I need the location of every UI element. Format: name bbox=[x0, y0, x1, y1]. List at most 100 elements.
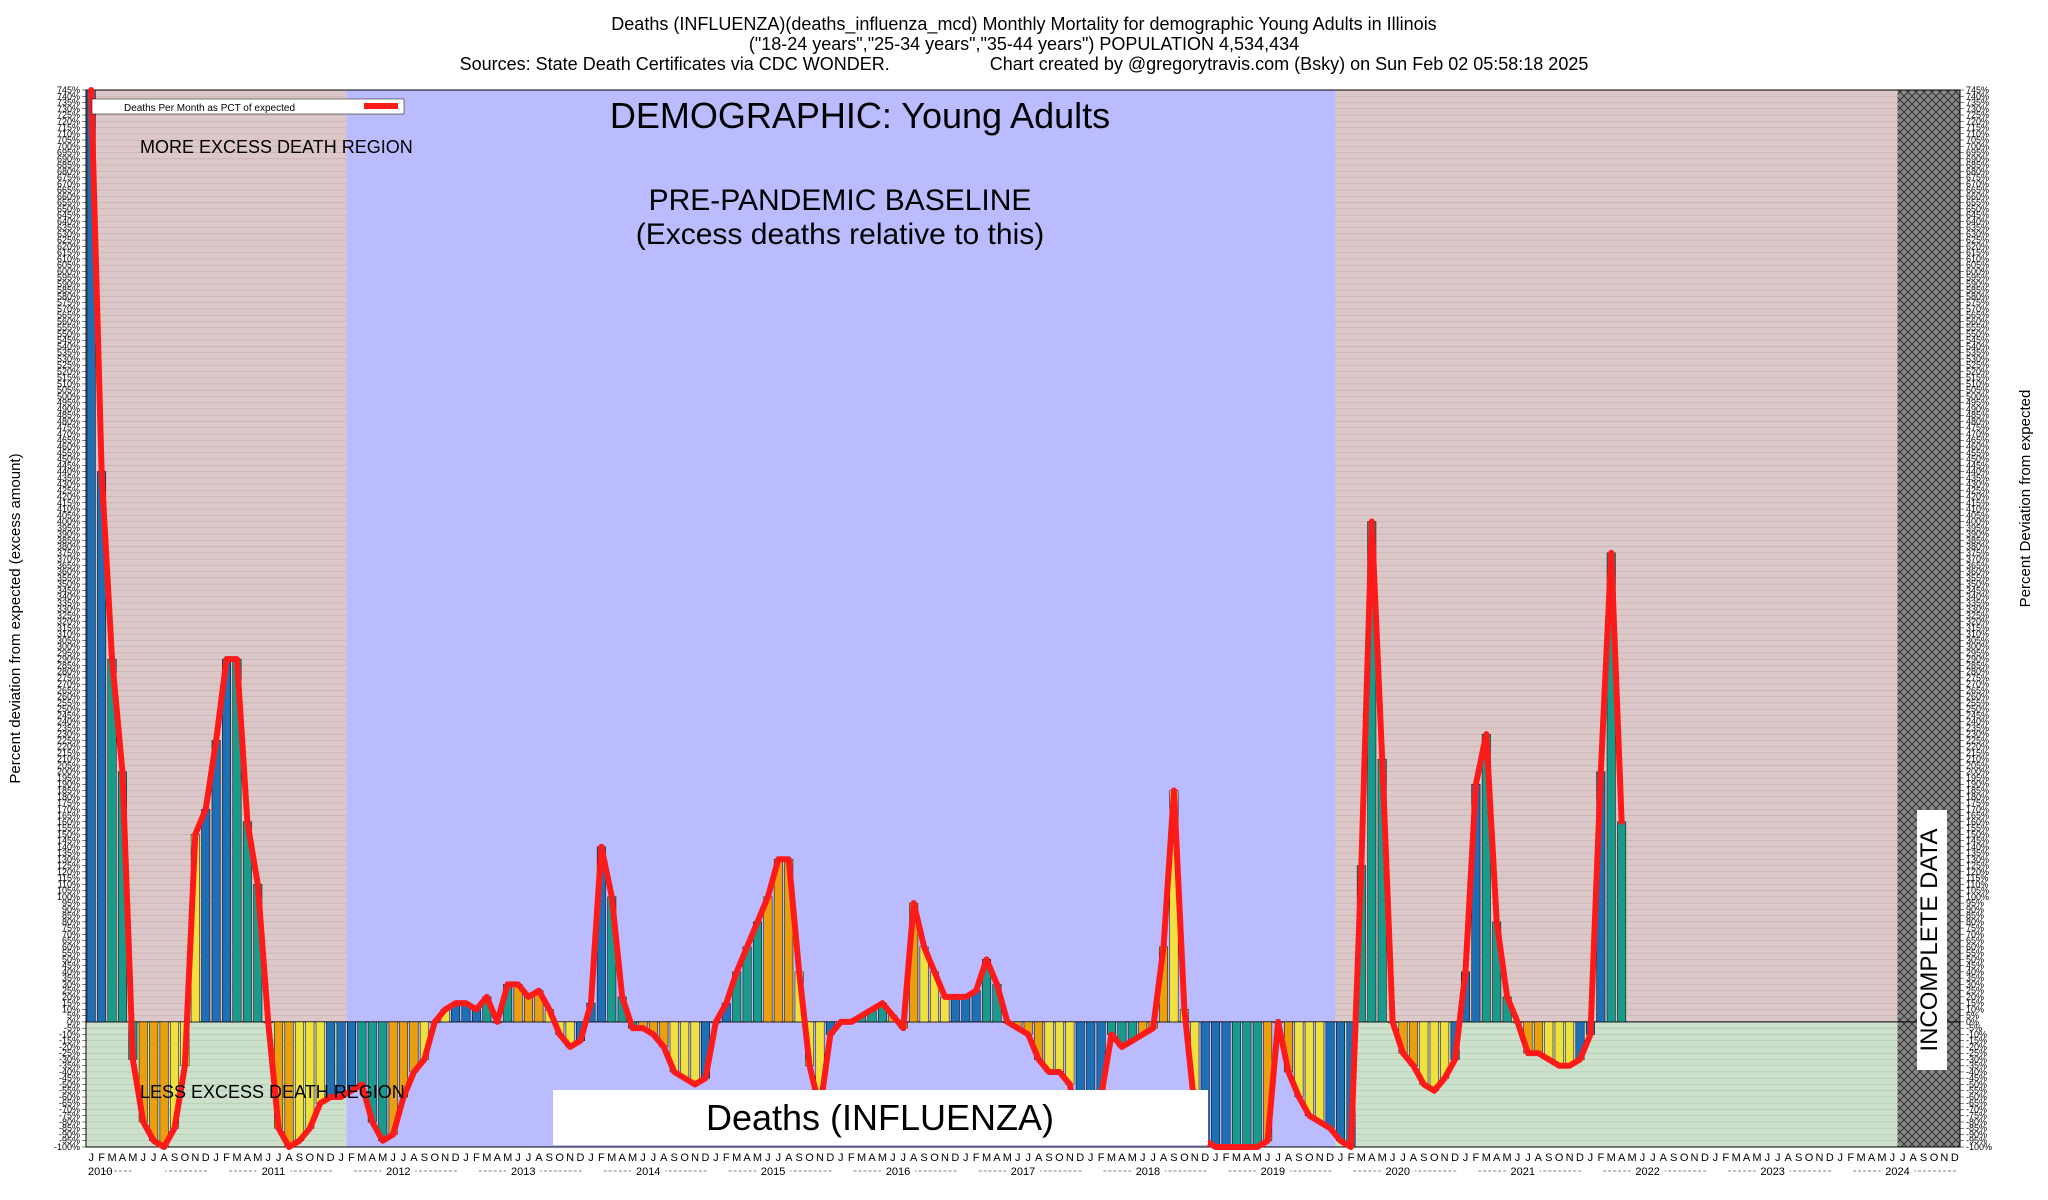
y-tick-label-right: 520% bbox=[1966, 366, 1989, 376]
y-tick-label-left: -30% bbox=[59, 1054, 80, 1064]
y-tick-label-left: 205% bbox=[57, 760, 80, 770]
y-tick-label-right: -95% bbox=[1966, 1136, 1987, 1146]
x-tick-label: N bbox=[1691, 1152, 1699, 1164]
y-tick-label-left: 315% bbox=[57, 623, 80, 633]
x-tick-label: J bbox=[1890, 1152, 1896, 1164]
legend-label: Deaths Per Month as PCT of expected bbox=[124, 103, 295, 114]
bar bbox=[347, 1021, 356, 1091]
year-label: 2021 bbox=[1510, 1166, 1534, 1178]
y-tick-label-left: 365% bbox=[57, 560, 80, 570]
x-tick-label: O bbox=[555, 1152, 564, 1164]
y-tick-label-right: 705% bbox=[1966, 135, 1989, 145]
x-tick-label: S bbox=[546, 1152, 553, 1164]
y-tick-label-left: 270% bbox=[57, 679, 80, 689]
y-tick-label-left: 160% bbox=[57, 817, 80, 827]
y-tick-label-right: -60% bbox=[1966, 1092, 1987, 1102]
y-tick-label-right: 595% bbox=[1966, 273, 1989, 283]
x-tick-label: M bbox=[1378, 1152, 1387, 1164]
x-tick-label: J bbox=[141, 1152, 147, 1164]
year-label: 2017 bbox=[1011, 1166, 1035, 1178]
y-tick-label-right: 740% bbox=[1966, 91, 1989, 101]
y-tick-label-left: 720% bbox=[57, 116, 80, 126]
y-tick-label-right: 515% bbox=[1966, 373, 1989, 383]
bar bbox=[961, 996, 971, 1023]
y-tick-label-left: 675% bbox=[57, 173, 80, 183]
y-tick-label-right: 700% bbox=[1966, 141, 1989, 151]
x-tick-label: N bbox=[816, 1152, 824, 1164]
y-tick-label-right: 150% bbox=[1966, 829, 1989, 839]
x-tick-label: N bbox=[441, 1152, 449, 1164]
y-tick-label-left: 90% bbox=[62, 904, 80, 914]
y-tick-label-left: 390% bbox=[57, 529, 80, 539]
y-ticks-group: -100% -100%-95% -95%-90% -90%-85% -85%-80% -8… bbox=[54, 85, 1992, 1152]
y-tick-label-right: 125% bbox=[1966, 861, 1989, 871]
x-tick-label: M bbox=[1232, 1152, 1241, 1164]
y-tick-label-right: 175% bbox=[1966, 798, 1989, 808]
year-label-bg bbox=[1505, 1164, 1540, 1177]
y-tick-label-right: 110% bbox=[1966, 879, 1988, 889]
x-tick-label: J bbox=[890, 1152, 896, 1164]
x-tick-label: J bbox=[640, 1152, 646, 1164]
x-tick-label: N bbox=[1940, 1152, 1948, 1164]
y-tick-label-right: 635% bbox=[1966, 223, 1989, 233]
x-tick-label: O bbox=[680, 1152, 689, 1164]
y-tick-label-left: 590% bbox=[57, 279, 80, 289]
y-tick-label-left: 335% bbox=[57, 598, 80, 608]
year-label-bg bbox=[1755, 1164, 1790, 1177]
y-tick-label-right: 400% bbox=[1966, 517, 1989, 527]
year-label-bg bbox=[1006, 1164, 1040, 1177]
y-tick-label-left: 470% bbox=[57, 429, 80, 439]
y-tick-label-left: -45% bbox=[59, 1073, 80, 1083]
y-tick-label-right: 140% bbox=[1966, 842, 1989, 852]
y-tick-label-right: 25% bbox=[1966, 986, 1984, 996]
x-tick-label: S bbox=[920, 1152, 927, 1164]
x-tick-label: O bbox=[1305, 1152, 1314, 1164]
y-tick-label-left: 50% bbox=[62, 954, 80, 964]
y-tick-label-right: 20% bbox=[1966, 992, 1984, 1002]
year-label-bg bbox=[381, 1164, 416, 1177]
y-tick-label-left: 680% bbox=[57, 166, 80, 176]
y-tick-label-left: 0% bbox=[67, 1017, 80, 1027]
year-label: 2011 bbox=[262, 1166, 286, 1178]
x-tick-label: N bbox=[1066, 1152, 1074, 1164]
y-tick-label-right: 5% bbox=[1966, 1011, 1979, 1021]
y-tick-label-right: 600% bbox=[1966, 266, 1989, 276]
y-tick-label-right: 340% bbox=[1966, 592, 1989, 602]
year-label: 2023 bbox=[1760, 1166, 1784, 1178]
year-label: 2014 bbox=[636, 1166, 660, 1178]
year-label: 2018 bbox=[1136, 1166, 1160, 1178]
y-tick-label-right: 630% bbox=[1966, 229, 1989, 239]
y-tick-label-left: 320% bbox=[57, 617, 80, 627]
x-tick-label: J bbox=[1650, 1152, 1656, 1164]
y-tick-label-right: 50% bbox=[1966, 954, 1984, 964]
bar bbox=[1617, 821, 1627, 1023]
y-tick-label-right: 540% bbox=[1966, 341, 1989, 351]
y-tick-label-right: 380% bbox=[1966, 542, 1989, 552]
y-tick-label-left: 615% bbox=[57, 248, 80, 258]
y-tick-label-left: 435% bbox=[57, 473, 80, 483]
x-tick-label: J bbox=[1713, 1152, 1719, 1164]
y-tick-label-right: -85% bbox=[1966, 1123, 1987, 1133]
y-tick-label-left: 70% bbox=[62, 929, 80, 939]
y-tick-label-left: 650% bbox=[57, 204, 80, 214]
y-tick-label-left: -5% bbox=[64, 1023, 80, 1033]
y-tick-label-left: 385% bbox=[57, 535, 80, 545]
y-tick-label-right: 300% bbox=[1966, 642, 1989, 652]
y-tick-label-right: 615% bbox=[1966, 248, 1989, 258]
x-tick-label: J bbox=[401, 1152, 407, 1164]
y-tick-label-left: 75% bbox=[62, 923, 80, 933]
bar bbox=[1211, 1021, 1221, 1148]
y-tick-label-right: 490% bbox=[1966, 404, 1989, 414]
x-tick-label: A bbox=[1868, 1152, 1876, 1164]
x-tick-label: M bbox=[1357, 1152, 1366, 1164]
y-tick-label-left: -20% bbox=[59, 1042, 80, 1052]
y-tick-label-right: 215% bbox=[1966, 748, 1989, 758]
y-tick-label-left: 520% bbox=[57, 366, 80, 376]
y-tick-label-left: 655% bbox=[57, 198, 80, 208]
x-tick-label: M bbox=[1128, 1152, 1137, 1164]
x-tick-label: M bbox=[732, 1152, 741, 1164]
y-tick-label-right: 250% bbox=[1966, 704, 1989, 714]
x-tick-label: S bbox=[1420, 1152, 1427, 1164]
y-tick-label-left: 245% bbox=[57, 710, 80, 720]
y-tick-label-right: 475% bbox=[1966, 423, 1989, 433]
